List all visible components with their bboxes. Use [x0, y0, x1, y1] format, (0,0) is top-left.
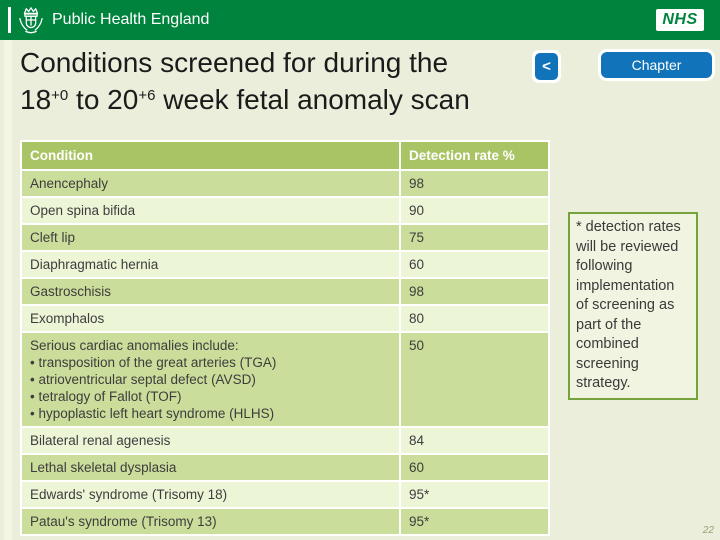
column-header-detection-rate: Detection rate %	[399, 142, 548, 169]
condition-cell: Edwards' syndrome (Trisomy 18)	[22, 482, 399, 507]
condition-label: Diaphragmatic hernia	[30, 257, 159, 272]
bullet-line: • transposition of the great arteries (T…	[30, 355, 277, 370]
condition-label: Exomphalos	[30, 311, 105, 326]
condition-cell: Lethal skeletal dysplasia	[22, 455, 399, 480]
condition-cell: Exomphalos	[22, 306, 399, 331]
column-header-condition: Condition	[30, 148, 93, 163]
detection-rate-cell: 90	[399, 198, 548, 223]
chapter-button[interactable]: Chapter	[598, 49, 715, 81]
title-line1: Conditions screened for during the	[20, 47, 449, 78]
detection-rate-cell: 95*	[399, 509, 548, 534]
table-row: Cleft lip 75	[22, 225, 548, 250]
condition-cell: Open spina bifida	[22, 198, 399, 223]
left-margin-strip	[4, 40, 12, 540]
back-button[interactable]: <	[532, 50, 561, 83]
table-header-row: Condition Detection rate %	[22, 142, 548, 169]
title-line2-post: week fetal anomaly scan	[155, 84, 470, 115]
condition-label: Cleft lip	[30, 230, 76, 245]
bullet-line: • hypoplastic left heart syndrome (HLHS)	[30, 406, 275, 421]
bullet-line: • tetralogy of Fallot (TOF)	[30, 389, 182, 404]
condition-label: Edwards' syndrome (Trisomy 18)	[30, 487, 228, 502]
table-body: Anencephaly 98 Open spina bifida 90 Cleft li…	[22, 171, 548, 534]
detection-rate-cell: 98	[399, 171, 548, 196]
title-superscript-2: +6	[138, 87, 156, 104]
condition-label: Serious cardiac anomalies include:	[30, 338, 239, 353]
page-title: Conditions screened for during the 18+0 t…	[20, 44, 560, 118]
table-row: Exomphalos 80	[22, 306, 548, 331]
detection-rate-cell: 60	[399, 252, 548, 277]
condition-label: Patau's syndrome (Trisomy 13)	[30, 514, 217, 529]
detection-rate-cell: 75	[399, 225, 548, 250]
table-row: Gastroschisis 98	[22, 279, 548, 304]
footnote-text: * detection rates will be reviewed follo…	[576, 219, 681, 391]
back-button-label: <	[535, 53, 558, 80]
table-row: Open spina bifida 90	[22, 198, 548, 223]
phe-org-name: Public Health England	[52, 11, 210, 28]
bullet-line: • atrioventricular septal defect (AVSD)	[30, 372, 256, 387]
table-row: Edwards' syndrome (Trisomy 18) 95*	[22, 482, 548, 507]
crown-icon	[19, 7, 43, 34]
condition-label: Open spina bifida	[30, 203, 136, 218]
table-row: Anencephaly 98	[22, 171, 548, 196]
detection-rate-cell: 80	[399, 306, 548, 331]
condition-label: Anencephaly	[30, 176, 109, 191]
table-row: Patau's syndrome (Trisomy 13) 95*	[22, 509, 548, 534]
title-line2-mid: to 20	[68, 84, 139, 115]
conditions-table: Condition Detection rate % Anencephaly 98…	[20, 140, 550, 536]
divider	[8, 7, 11, 33]
title-superscript-1: +0	[51, 87, 69, 104]
condition-cell: Bilateral renal agenesis	[22, 428, 399, 453]
detection-rate-cell: 60	[399, 455, 548, 480]
table-row: Diaphragmatic hernia 60	[22, 252, 548, 277]
footnote-box: * detection rates will be reviewed follo…	[568, 212, 698, 400]
condition-cell: Cleft lip	[22, 225, 399, 250]
condition-cell: Gastroschisis	[22, 279, 399, 304]
table-row: Bilateral renal agenesis 84	[22, 428, 548, 453]
title-line2-pre: 18	[20, 84, 52, 115]
condition-label: Bilateral renal agenesis	[30, 433, 171, 448]
nhs-logo-text: NHS	[662, 11, 698, 28]
chapter-button-label: Chapter	[601, 52, 712, 78]
condition-cell: Anencephaly	[22, 171, 399, 196]
detection-rate-cell: 95*	[399, 482, 548, 507]
table-row: Lethal skeletal dysplasia 60	[22, 455, 548, 480]
condition-cell: Patau's syndrome (Trisomy 13)	[22, 509, 399, 534]
condition-label: Gastroschisis	[30, 284, 112, 299]
condition-label: Lethal skeletal dysplasia	[30, 460, 177, 475]
condition-cell: Serious cardiac anomalies include: • tran…	[22, 333, 399, 426]
condition-cell: Diaphragmatic hernia	[22, 252, 399, 277]
detection-rate-cell: 50	[399, 333, 548, 426]
detection-rate-cell: 98	[399, 279, 548, 304]
page-number: 22	[702, 525, 714, 536]
detection-rate-cell: 84	[399, 428, 548, 453]
phe-header-bar: Public Health England NHS	[0, 0, 720, 40]
nhs-logo: NHS	[656, 9, 704, 31]
table-row: Serious cardiac anomalies include: • tran…	[22, 333, 548, 426]
